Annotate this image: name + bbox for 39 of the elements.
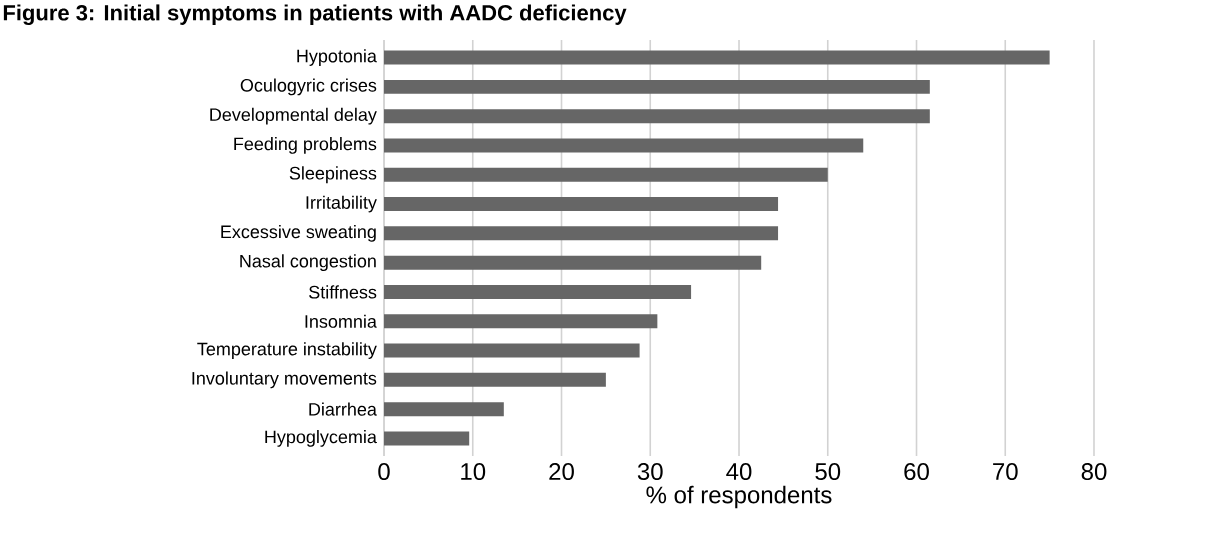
x-tick-label: 50 [815,463,841,481]
x-tick-label: 20 [549,463,574,481]
y-tick-label: Temperature instability [197,342,377,359]
bar [384,226,779,241]
bar [384,255,762,270]
x-tick-label: 60 [904,463,929,481]
bar [384,79,930,94]
bar [384,284,692,299]
bar [384,431,470,446]
y-tick-label: Feeding problems [234,137,377,154]
x-axis-title: % of respondents [646,485,832,509]
bar [384,314,658,329]
bar [384,167,828,182]
bar [384,372,606,387]
x-tick-label: 0 [378,463,390,481]
chart-title: Figure 3: Initial symptoms in patients with AADC deficiency [3,4,627,26]
bar [384,138,864,153]
y-tick-label: Diarrhea [309,402,377,416]
y-tick-label: Sleepiness [289,166,377,184]
y-tick-label: Excessive sweating [221,224,376,242]
x-tick-label: 80 [1081,463,1107,481]
bar [384,343,640,358]
y-tick-label: Irritability [306,195,377,213]
y-tick-label: Involuntary movements [192,371,377,389]
bar [384,197,779,212]
x-tick-label: 30 [637,463,663,481]
y-tick-label: Oculogyric crises [240,78,377,96]
x-tick-label: 10 [461,463,486,481]
bar [384,50,1050,65]
y-tick-label: Hypoglycemia [265,430,377,447]
x-tick-label: 40 [726,463,752,481]
bar [384,402,504,417]
y-tick-label: Hypotonia [297,49,377,66]
y-tick-label: Stiffness [309,285,377,299]
bar [384,109,930,124]
x-tick-label: 70 [993,463,1018,481]
y-tick-label: Developmental delay [210,107,377,125]
y-tick-label: Insomnia [305,314,377,328]
y-tick-label: Nasal congestion [240,254,376,272]
